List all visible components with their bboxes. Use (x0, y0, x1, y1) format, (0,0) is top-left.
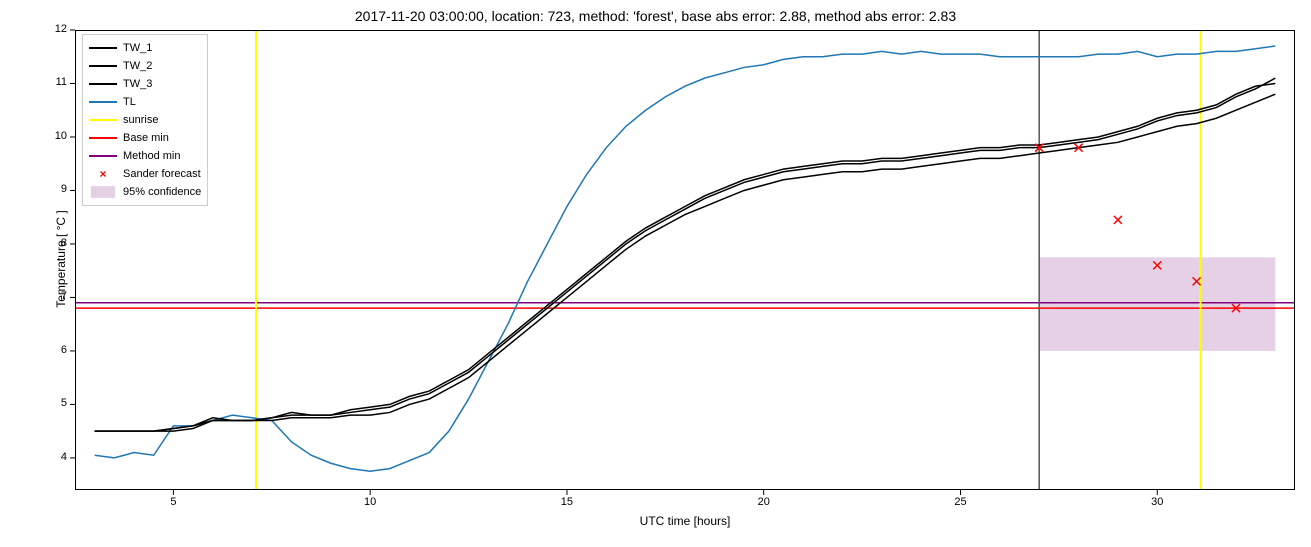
y-tick-label: 6 (61, 344, 67, 356)
y-tick-label: 9 (61, 183, 67, 195)
legend-swatch (89, 149, 117, 163)
x-tick-label: 10 (360, 496, 380, 508)
legend-swatch (89, 95, 117, 109)
legend-label: sunrise (123, 114, 158, 126)
legend-item: Method min (89, 147, 201, 165)
legend-swatch: × (89, 167, 117, 181)
legend-label: TL (123, 96, 136, 108)
y-tick-label: 4 (61, 451, 67, 463)
legend-item: TL (89, 93, 201, 111)
plot-area (75, 30, 1295, 490)
y-tick-label: 8 (61, 237, 67, 249)
legend-swatch (89, 113, 117, 127)
y-tick-label: 11 (56, 76, 67, 88)
legend-label: Method min (123, 150, 180, 162)
legend-swatch (89, 131, 117, 145)
x-tick-label: 5 (163, 496, 183, 508)
legend-item: TW_1 (89, 39, 201, 57)
legend-swatch (89, 77, 117, 91)
legend-label: TW_1 (123, 42, 152, 54)
legend-label: Base min (123, 132, 169, 144)
y-tick-label: 10 (55, 130, 67, 142)
y-tick-label: 7 (61, 290, 67, 302)
x-tick-label: 25 (950, 496, 970, 508)
legend-item: × Sander forecast (89, 165, 201, 183)
chart-title: 2017-11-20 03:00:00, location: 723, meth… (0, 8, 1311, 24)
x-tick-label: 30 (1147, 496, 1167, 508)
y-tick-label: 12 (55, 23, 67, 35)
legend-swatch (89, 185, 117, 199)
x-tick-label: 15 (557, 496, 577, 508)
legend-item: sunrise (89, 111, 201, 129)
legend: TW_1 TW_2 TW_3 TL sunrise Base min Method min ×… (82, 34, 208, 206)
legend-item: TW_3 (89, 75, 201, 93)
legend-label: TW_2 (123, 60, 152, 72)
legend-item: 95% confidence (89, 183, 201, 201)
legend-swatch (89, 59, 117, 73)
x-axis-label: UTC time [hours] (75, 514, 1295, 528)
legend-label: 95% confidence (123, 186, 201, 198)
legend-label: TW_3 (123, 78, 152, 90)
legend-label: Sander forecast (123, 168, 201, 180)
legend-item: TW_2 (89, 57, 201, 75)
legend-swatch (89, 41, 117, 55)
legend-item: Base min (89, 129, 201, 147)
y-tick-label: 5 (61, 397, 67, 409)
chart-container: 2017-11-20 03:00:00, location: 723, meth… (0, 0, 1311, 547)
x-tick-label: 20 (754, 496, 774, 508)
